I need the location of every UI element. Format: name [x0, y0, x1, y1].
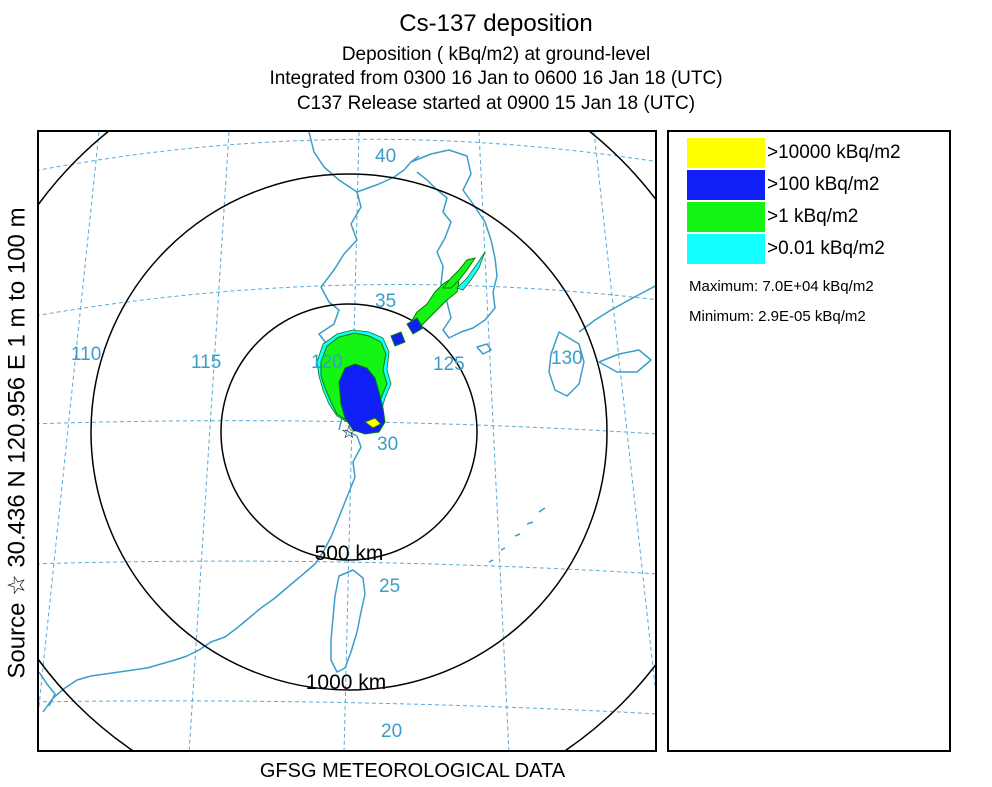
legend-panel: >10000 kBq/m2 >100 kBq/m2 >1 kBq/m2 >0.0… — [667, 130, 951, 752]
plume-blue-ne-box-2 — [406, 317, 424, 335]
legend-label-100: >100 kBq/m2 — [767, 174, 880, 195]
range-rings — [39, 132, 655, 750]
lat-label-35: 35 — [375, 291, 396, 312]
chart-title: Cs-137 deposition — [399, 10, 593, 37]
lon-label-130: 130 — [551, 348, 583, 369]
legend-swatch-yellow — [687, 138, 765, 168]
subtitle-release-start: C137 Release started at 0900 15 Jan 18 (… — [296, 93, 696, 114]
legend-label-0-01: >0.01 kBq/m2 — [767, 238, 885, 259]
latitude-line-40 — [39, 138, 655, 171]
coast-ryukyu — [488, 507, 546, 563]
lon-label-115: 115 — [191, 352, 221, 373]
source-star-icon: ☆ — [341, 422, 357, 442]
plume-cyan-tip — [456, 251, 486, 291]
coast-japan-honshu — [578, 285, 655, 333]
source-location-label: Source ☆ 30.436 N 120.956 E 1 m to 100 m — [2, 133, 32, 753]
subtitle-quantity: Deposition ( kBq/m2) at ground-level — [341, 44, 651, 65]
legend-minimum: Minimum: 2.9E-05 kBq/m2 — [689, 308, 866, 325]
legend-swatch-cyan — [687, 234, 765, 264]
legend-label-10000: >10000 kBq/m2 — [767, 142, 901, 163]
longitude-lines — [39, 132, 655, 750]
footer-text: GFSG METEOROLOGICAL DATA — [259, 760, 566, 782]
coast-japan-kyushu — [548, 331, 585, 397]
longitude-line-125 — [478, 132, 510, 750]
deposition-plume — [316, 251, 486, 435]
legend-swatch-green — [687, 202, 765, 232]
plume-blue-core — [338, 363, 386, 435]
lon-label-110: 110 — [71, 344, 101, 365]
legend-swatch-blue — [687, 170, 765, 200]
coast-china-south — [42, 429, 362, 713]
range-ring-1000km — [90, 173, 608, 691]
latitude-line-30 — [39, 420, 655, 435]
range-ring-500km — [220, 303, 478, 561]
lat-label-40: 40 — [375, 146, 396, 167]
coast-korea — [410, 149, 498, 339]
latitude-line-35 — [39, 283, 655, 316]
subtitle-integration-period: Integrated from 0300 16 Jan to 0600 16 J… — [269, 68, 723, 89]
coast-taiwan — [330, 569, 366, 673]
longitude-line-120 — [343, 132, 360, 750]
coast-jeju — [476, 343, 492, 355]
coast-hainan-west — [39, 671, 56, 707]
ring-label-500km: 500 km — [315, 542, 384, 565]
ring-labels: 500 km 1000 km — [306, 542, 387, 694]
lat-label-20: 20 — [381, 721, 402, 742]
longitude-line-110 — [39, 132, 100, 711]
latitude-lines — [39, 138, 655, 715]
longitude-line-115 — [188, 132, 230, 750]
ring-label-1000km: 1000 km — [306, 671, 387, 694]
plume-yellow-peak — [363, 417, 382, 429]
coast-shikoku — [598, 349, 652, 373]
lat-label-25: 25 — [379, 576, 400, 597]
lon-label-120: 120 — [311, 352, 343, 373]
latitude-line-20 — [39, 700, 655, 715]
latitude-labels: 40 35 30 25 20 — [375, 146, 402, 742]
latitude-line-25 — [39, 560, 655, 575]
lon-label-125: 125 — [433, 354, 465, 375]
plume-blue-ne-box — [390, 331, 406, 347]
plume-green-ne-arm — [410, 279, 460, 329]
map-canvas: ☆ 40 35 30 25 20 110 115 120 125 130 500… — [39, 132, 655, 750]
longitude-line-130 — [593, 132, 655, 691]
legend-maximum: Maximum: 7.0E+04 kBq/m2 — [689, 278, 874, 295]
source-location-text: Source ☆ 30.436 N 120.956 E 1 m to 100 m — [3, 207, 31, 679]
lat-label-30: 30 — [377, 434, 398, 455]
plume-green-far-arm — [441, 257, 477, 289]
legend-label-1: >1 kBq/m2 — [767, 206, 859, 227]
map-panel: ☆ 40 35 30 25 20 110 115 120 125 130 500… — [37, 130, 657, 752]
longitude-labels: 110 115 120 125 130 — [71, 344, 583, 375]
